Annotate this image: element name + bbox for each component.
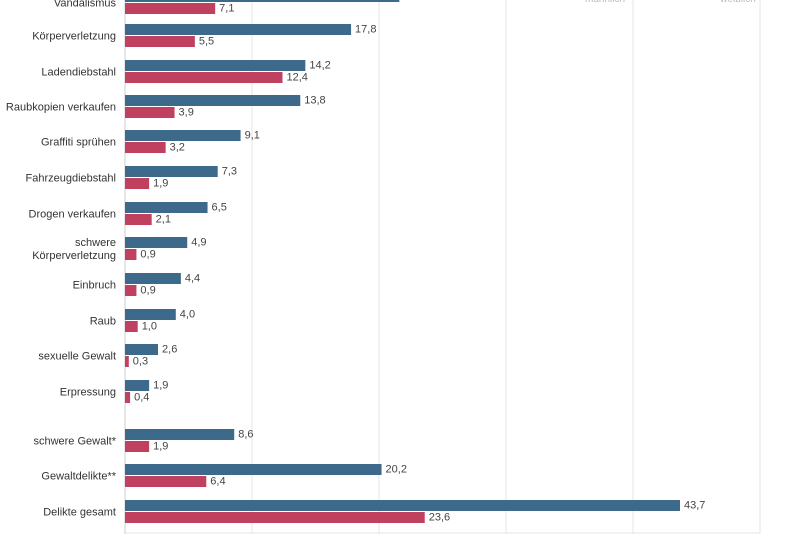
- bar-male: [125, 166, 218, 177]
- value-label-female: 23,6: [429, 512, 450, 524]
- category-label: Ladendiebstahl: [41, 67, 116, 79]
- value-label-male: 17,8: [355, 24, 376, 36]
- category-label: Fahrzeugdiebstahl: [25, 173, 116, 185]
- bar-female: [125, 178, 150, 189]
- value-label-male: 4,9: [191, 237, 206, 249]
- value-label-female: 12,4: [286, 72, 307, 84]
- category-label: Vandalismus: [54, 0, 117, 10]
- bars-layer: [125, 0, 680, 523]
- value-label-female: 0,3: [133, 356, 148, 368]
- category-label: schwere: [75, 237, 116, 249]
- bar-male: [125, 95, 301, 106]
- category-label: Graffiti sprühen: [41, 137, 116, 149]
- value-label-female: 6,4: [210, 476, 225, 488]
- bar-female: [125, 249, 137, 260]
- category-label: Erpressung: [60, 387, 116, 399]
- category-label: Delikte gesamt: [43, 507, 116, 519]
- bar-female: [125, 214, 152, 225]
- value-label-male: 1,9: [153, 380, 168, 392]
- labels-layer: 7,1 Vandalismus 17,8 5,5 Körperverletzung 14,…: [6, 0, 705, 524]
- bar-female: [125, 356, 129, 367]
- category-label: Raub: [90, 316, 116, 328]
- category-label: sexuelle Gewalt: [38, 351, 116, 363]
- category-label: Raubkopien verkaufen: [6, 102, 116, 114]
- bar-male: [125, 344, 159, 355]
- category-label: Einbruch: [73, 280, 116, 292]
- value-label-female: 1,0: [142, 321, 157, 333]
- bar-female: [125, 36, 195, 47]
- bar-male: [125, 60, 306, 71]
- bar-male: [125, 464, 382, 475]
- value-label-female: 5,5: [199, 36, 214, 48]
- category-label: schwere Gewalt*: [33, 436, 116, 448]
- value-label-female: 7,1: [219, 3, 234, 15]
- legend-label: weiblich: [719, 0, 756, 5]
- bar-female: [125, 392, 131, 403]
- bar-male: [125, 380, 150, 391]
- bar-male: [125, 202, 208, 213]
- bar-male: [125, 130, 241, 141]
- bar-female: [125, 142, 166, 153]
- bar-female: [125, 476, 207, 487]
- value-label-female: 0,9: [140, 285, 155, 297]
- bar-male: [125, 500, 680, 511]
- value-label-male: 20,2: [386, 464, 407, 476]
- bar-male: [125, 429, 235, 440]
- value-label-male: 8,6: [238, 429, 253, 441]
- value-label-male: 7,3: [222, 166, 237, 178]
- value-label-female: 1,9: [153, 178, 168, 190]
- bar-male: [125, 24, 352, 35]
- legend-label: männlich: [585, 0, 625, 5]
- bar-male: [125, 273, 181, 284]
- bar-female: [125, 3, 216, 14]
- bar-female: [125, 285, 137, 296]
- category-label: Drogen verkaufen: [29, 209, 116, 221]
- bar-female: [125, 441, 150, 452]
- value-label-male: 4,4: [185, 273, 200, 285]
- category-label: Körperverletzung: [32, 31, 116, 43]
- value-label-male: 13,8: [304, 95, 325, 107]
- bar-male: [125, 0, 400, 2]
- grid-layer: [124, 0, 761, 534]
- value-label-male: 43,7: [684, 500, 705, 512]
- value-label-female: 3,9: [179, 107, 194, 119]
- category-label: Gewaltdelikte**: [41, 471, 116, 483]
- bar-male: [125, 309, 176, 320]
- value-label-female: 2,1: [156, 214, 171, 226]
- value-label-male: 2,6: [162, 344, 177, 356]
- bar-female: [125, 512, 425, 523]
- value-label-male: 14,2: [309, 60, 330, 72]
- category-label: Körperverletzung: [32, 250, 116, 262]
- value-label-male: 4,0: [180, 309, 195, 321]
- value-label-female: 3,2: [170, 142, 185, 154]
- value-label-male: 9,1: [245, 130, 260, 142]
- value-label-female: 1,9: [153, 441, 168, 453]
- bar-male: [125, 237, 188, 248]
- value-label-female: 0,4: [134, 392, 149, 404]
- value-label-male: 6,5: [212, 202, 227, 214]
- bar-female: [125, 321, 138, 332]
- value-label-female: 0,9: [140, 249, 155, 261]
- bar-female: [125, 72, 283, 83]
- legend: männlich weiblich: [585, 0, 756, 5]
- bar-female: [125, 107, 175, 118]
